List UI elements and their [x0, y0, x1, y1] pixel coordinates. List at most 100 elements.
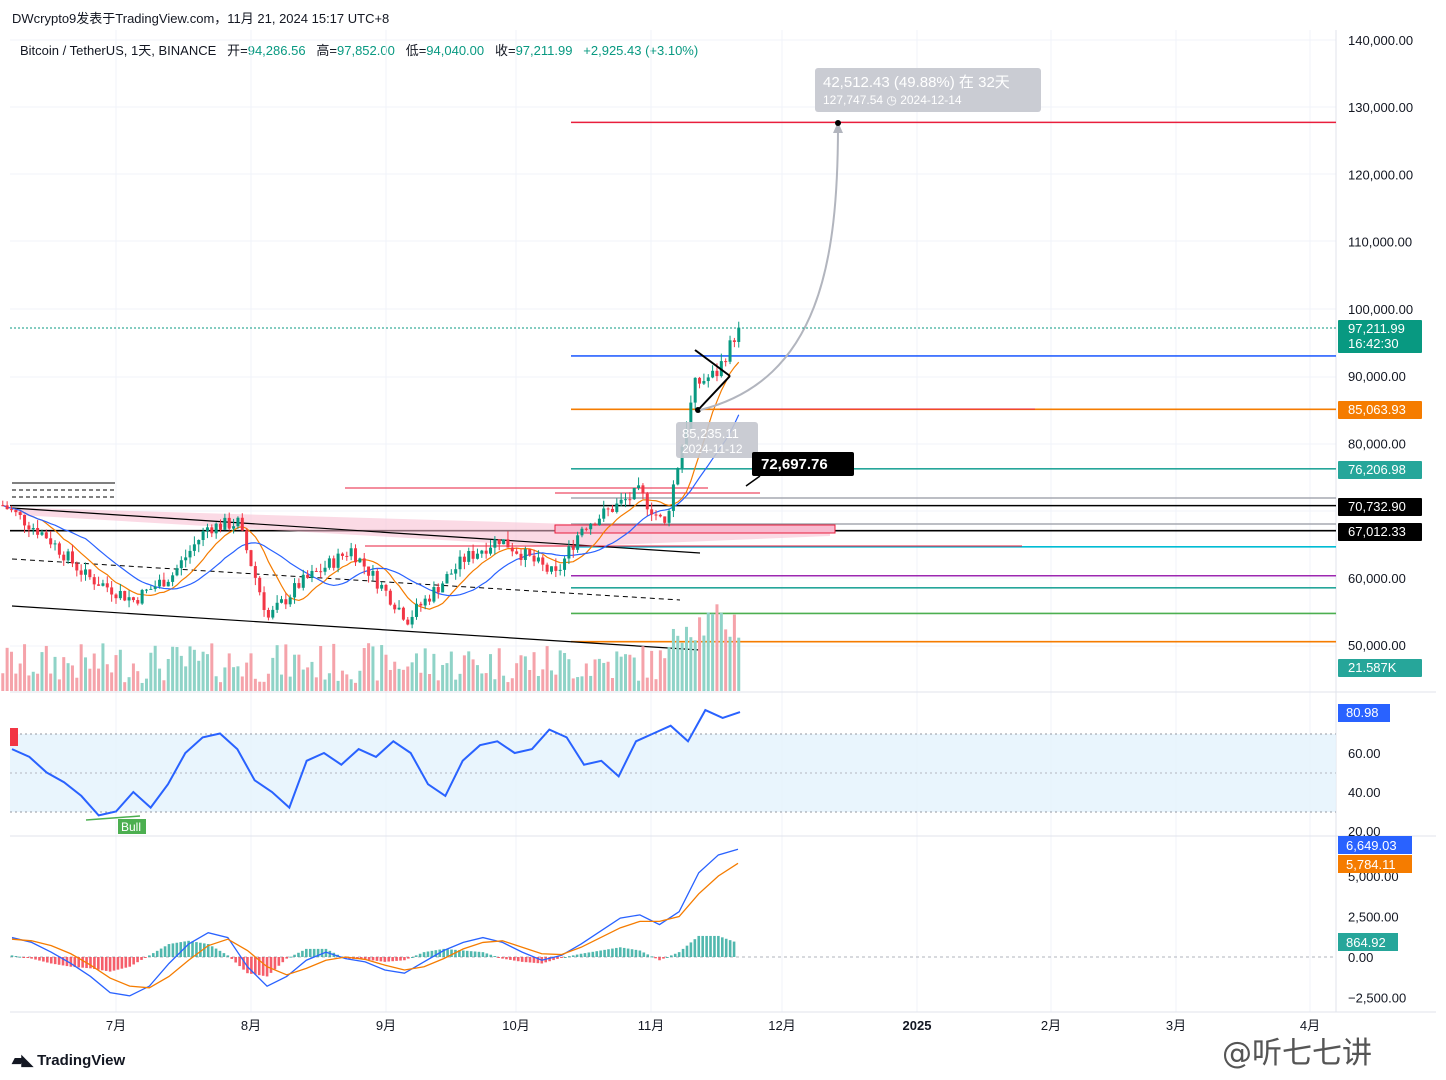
- volume-bar: [301, 669, 305, 691]
- macd-histogram-bar: [410, 957, 414, 958]
- candle-body: [214, 523, 218, 534]
- macd-histogram-bar: [501, 957, 504, 959]
- volume-bar: [571, 678, 575, 691]
- candle-body: [153, 586, 157, 589]
- candle-body: [336, 553, 340, 568]
- candle-body: [493, 539, 497, 548]
- close-label: 收=: [494, 43, 516, 58]
- candle-body: [388, 590, 392, 605]
- candle-body: [23, 515, 27, 526]
- projection-curve[interactable]: [699, 124, 839, 411]
- projection-arrowhead: [833, 122, 843, 133]
- macd-histogram-bar: [626, 948, 630, 957]
- volume-bar: [9, 651, 13, 691]
- candle-body: [166, 581, 170, 587]
- macd-badge-bg: [1338, 836, 1412, 854]
- candle-body: [301, 574, 305, 588]
- candle-body: [131, 597, 135, 601]
- volume-bar: [667, 646, 671, 691]
- candle-body: [554, 566, 558, 571]
- candle-body: [658, 514, 662, 517]
- volume-bar: [279, 674, 283, 691]
- candle-body: [310, 570, 314, 578]
- macd-histogram-bar: [132, 957, 135, 965]
- candle-body: [288, 597, 292, 605]
- time-axis[interactable]: 7月 8月 9月 10月 11月 12月 2025 2月 3月 4月: [106, 1018, 1320, 1033]
- open-label: 开=: [227, 43, 248, 58]
- macd-histogram-bar: [556, 957, 559, 959]
- candle-body: [184, 557, 188, 561]
- macd-badge-label: 6,649.03: [1346, 838, 1397, 853]
- volume-bar: [419, 672, 423, 691]
- volume-bar: [184, 666, 188, 691]
- macd-histogram-bar: [669, 955, 673, 957]
- target-annotation[interactable]: 42,512.43 (49.88%) 在 32天 127,747.54 ◷ 20…: [815, 68, 1041, 112]
- volume-bar: [101, 643, 105, 691]
- volume-bar: [658, 650, 662, 691]
- volume-bar: [506, 682, 510, 691]
- candle-body: [571, 546, 575, 550]
- symbol-ohlc-legend: Bitcoin / TetherUS, 1天, BINANCE 开=94,286…: [20, 40, 698, 59]
- macd-histogram-bar: [57, 957, 61, 965]
- macd-histogram-bar: [450, 949, 453, 957]
- volume-bar: [88, 668, 92, 691]
- candle-body: [384, 584, 388, 591]
- price-badge-bg: [1338, 659, 1422, 677]
- volume-bar: [549, 670, 553, 691]
- volume-bars: [1, 604, 741, 691]
- channel-fill: [12, 508, 830, 547]
- candle-body: [584, 528, 588, 530]
- macd-histogram-bar: [422, 952, 426, 957]
- volume-bar: [358, 670, 362, 691]
- candle-body: [449, 573, 453, 575]
- bull-label-box: [118, 819, 146, 834]
- price-badge-sublabel: 16:42:30: [1348, 336, 1399, 351]
- volume-bar: [371, 646, 375, 691]
- candle-body: [602, 508, 606, 519]
- low-annotation[interactable]: 85,235.11 2024-11-12: [676, 422, 758, 458]
- volume-bar: [510, 678, 514, 691]
- macd-histogram-bar: [250, 957, 253, 974]
- volume-bar: [606, 661, 610, 691]
- volume-bar: [693, 640, 697, 691]
- macd-histogram-bar: [709, 935, 712, 957]
- macd-histogram-bar: [183, 941, 186, 957]
- volume-bar: [497, 648, 501, 691]
- price-candles: [1, 321, 741, 629]
- candle-body: [97, 584, 101, 586]
- indicator-badge-label: 80.98: [1346, 705, 1379, 720]
- candle-body: [414, 603, 418, 617]
- macd-histogram-bar: [167, 944, 171, 957]
- volume-bar: [227, 653, 231, 691]
- triangle-pattern[interactable]: [694, 349, 731, 413]
- candle-body: [502, 539, 506, 545]
- price-axis[interactable]: 140,000.00 130,000.00 120,000.00 110,000.00…: [1348, 33, 1413, 653]
- macd-histogram-bar: [14, 956, 18, 958]
- macd-histogram-bar: [199, 942, 202, 957]
- macd-histogram-bar: [49, 957, 53, 964]
- signal-badge-bg: [1338, 855, 1412, 873]
- low-annotation-text: 85,235.11: [682, 426, 739, 441]
- time-tick-label: 10月: [502, 1018, 529, 1033]
- candle-body: [140, 589, 144, 604]
- callout-annotation-text: 72,697.76: [761, 456, 828, 473]
- macd-histogram-bar: [324, 948, 328, 957]
- volume-bar: [92, 653, 96, 691]
- volume-bar: [702, 635, 706, 691]
- macd-histogram-bar: [104, 957, 108, 971]
- candle-body: [698, 377, 702, 384]
- price-tick-label: 50,000.00: [1348, 638, 1406, 653]
- volume-bar: [123, 682, 127, 691]
- macd-tick-label: −2,500.00: [1348, 991, 1406, 1006]
- volume-bar: [489, 654, 493, 691]
- channel-lower-trendline[interactable]: [11, 605, 701, 651]
- volume-bar: [362, 648, 366, 691]
- channel-mid-trendline[interactable]: [11, 558, 681, 601]
- tradingview-logo[interactable]: ▰◣ TradingView: [12, 1051, 125, 1070]
- rsi-band: [10, 734, 1336, 812]
- candle-body: [219, 523, 223, 530]
- callout-annotation[interactable]: 72,697.76: [745, 452, 854, 487]
- macd-histogram-bar: [175, 942, 179, 957]
- candle-body: [201, 530, 205, 541]
